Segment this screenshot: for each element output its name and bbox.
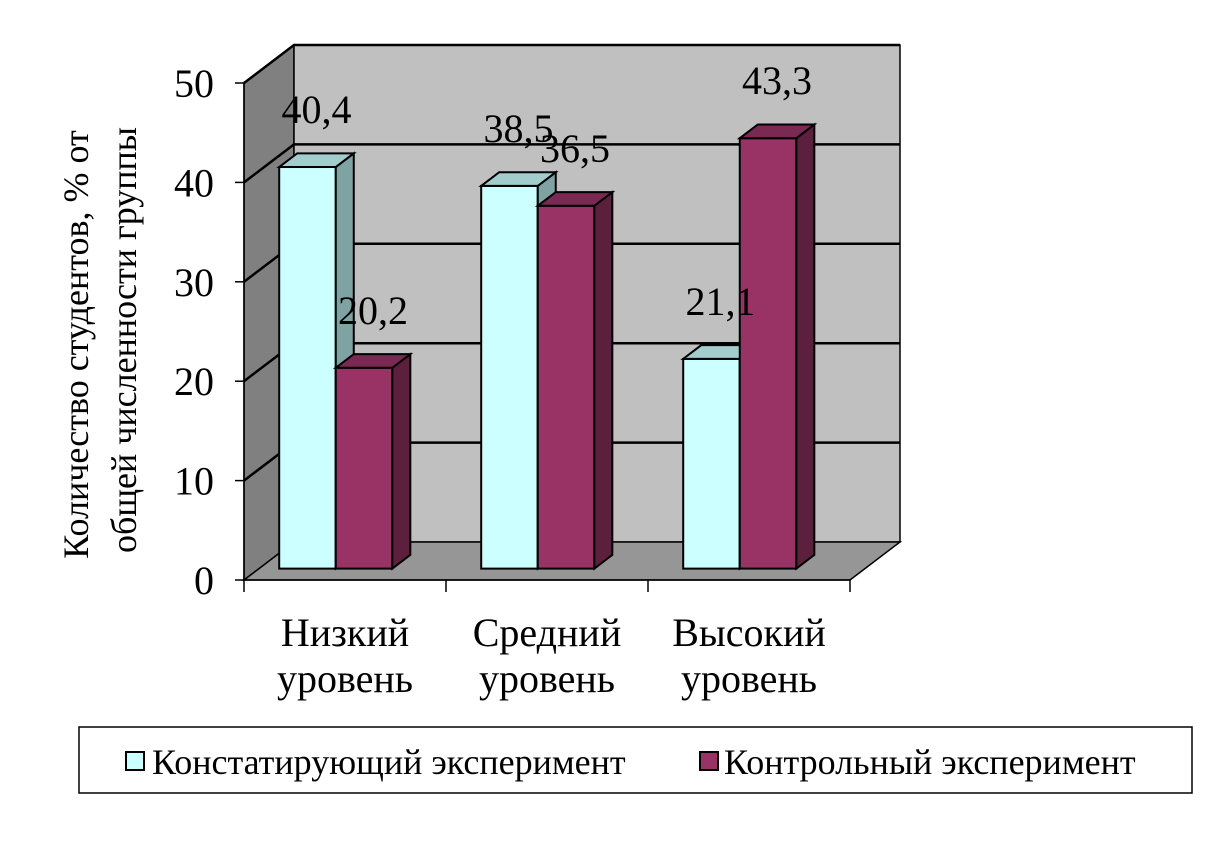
- y-axis-title-line-2: общей численности группы: [104, 127, 144, 553]
- bars: [276, 122, 818, 571]
- y-tick-label-40: 40: [174, 160, 214, 205]
- bar-s1-c2-top: [736, 123, 818, 140]
- category-label-2-line-0: Высокий: [672, 610, 826, 655]
- bar-s0-c0-top: [276, 152, 357, 169]
- data-label-s0-c2: 21,1: [685, 279, 755, 324]
- y-tick-label-50: 50: [174, 61, 214, 106]
- y-tick-label-30: 30: [174, 260, 214, 305]
- y-axis-title: Количество студентов, % от общей численн…: [56, 121, 144, 558]
- category-label-1-line-1: уровень: [479, 656, 615, 701]
- bar-s1-c0-side: [391, 352, 412, 571]
- data-label-s1-c1: 36,5: [540, 126, 610, 171]
- legend-box: [78, 726, 1193, 794]
- gridline-50: [243, 43, 900, 84]
- y-axis-title-line-1: Количество студентов, % от: [56, 130, 96, 559]
- bar-s1-c1-front: [536, 204, 596, 570]
- bar-s1-c2-side: [795, 122, 816, 571]
- bar-s1-c0-front: [334, 366, 394, 570]
- category-label-1: Средний уровень: [473, 610, 621, 701]
- legend-swatch-series-0: [125, 751, 145, 771]
- axes: [235, 82, 851, 592]
- category-label-0-line-0: Низкий: [281, 610, 409, 655]
- data-label-s1-c0: 20,2: [338, 288, 408, 333]
- data-label-s0-c1: 38,5: [483, 106, 553, 151]
- data-label-s0-c0: 40,4: [281, 87, 351, 132]
- bar-s1-c1-top: [534, 191, 616, 207]
- bar-s0-c2-front: [682, 357, 741, 570]
- y-tick-label-10: 10: [174, 459, 214, 504]
- legend-label-series-1: Контрольный эксперимент: [724, 742, 1136, 782]
- category-label-0-line-1: уровень: [277, 656, 413, 701]
- bar-s1-c2-front: [738, 137, 798, 570]
- y-tick-label-20: 20: [174, 359, 214, 404]
- data-label-s1-c2: 43,3: [742, 58, 812, 103]
- legend-label-series-0: Констатирующий эксперимент: [152, 742, 626, 782]
- bar-s1-c0-top: [332, 353, 414, 369]
- y-tick-label-0: 0: [194, 558, 214, 603]
- bar-s0-c1-top: [478, 171, 559, 187]
- category-label-1-line-0: Средний: [473, 610, 621, 655]
- bar-s1-c1-side: [593, 190, 614, 571]
- category-label-2-line-1: уровень: [681, 656, 817, 701]
- category-label-0: Низкий уровень: [277, 610, 413, 701]
- bar-s0-c1-front: [480, 184, 539, 570]
- legend: Констатирующий эксперимент Контрольный э…: [78, 726, 1193, 794]
- legend-swatch-series-1: [699, 751, 719, 771]
- category-label-2: Высокий уровень: [672, 610, 826, 701]
- gridline-40: [243, 143, 900, 184]
- bar-s0-c0-front: [278, 166, 337, 570]
